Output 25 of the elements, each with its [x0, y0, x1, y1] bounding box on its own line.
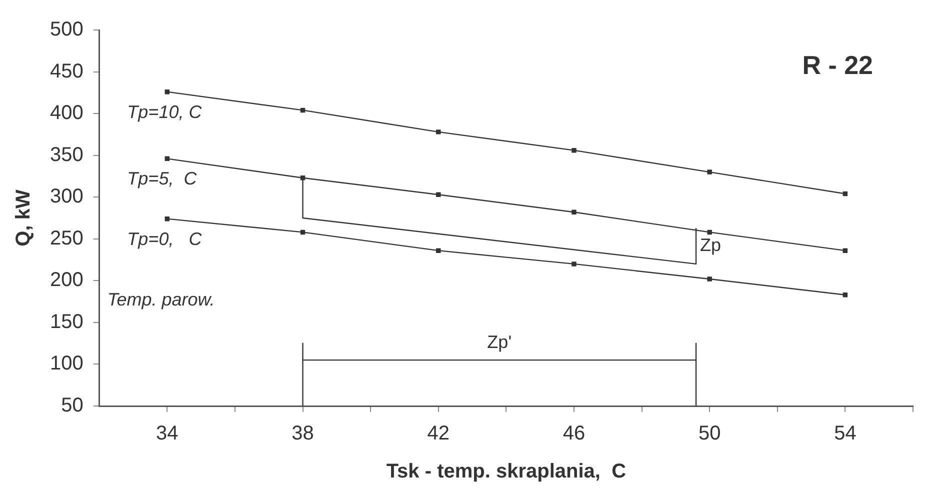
y-tick-label: 450	[50, 60, 84, 82]
series-label: Tp=10, C	[127, 102, 203, 122]
annotation: Temp. parow.	[107, 290, 215, 310]
x-tick-label: 54	[834, 422, 856, 445]
series-label: Tp=0, C	[127, 228, 203, 249]
y-tick-label: 350	[50, 144, 84, 166]
x-tick-label: 34	[156, 422, 178, 445]
x-tick-label: 38	[292, 422, 314, 445]
x-tick-label: 42	[427, 422, 450, 445]
y-tick-label: 250	[50, 227, 84, 250]
y-tick-label: 200	[50, 269, 84, 292]
x-tick-label: 46	[562, 422, 586, 445]
y-tick-label: 150	[50, 310, 84, 333]
y-tick-label: 400	[50, 102, 84, 124]
y-axis-title: Q, kW	[12, 190, 35, 246]
series-label: Tp=5, C	[127, 168, 198, 189]
x-axis-title: Tsk - temp. skraplania, C	[386, 460, 626, 483]
text: R - 22	[802, 50, 873, 80]
series-label: Zp	[700, 234, 722, 255]
y-tick-label: 300	[50, 186, 84, 208]
y-tick-label: 500	[50, 18, 84, 41]
y-tick-label: 100	[50, 352, 84, 375]
y-tick-label: 50	[61, 394, 84, 417]
series-label: Zp'	[487, 332, 512, 352]
x-tick-label: 50	[698, 422, 721, 445]
